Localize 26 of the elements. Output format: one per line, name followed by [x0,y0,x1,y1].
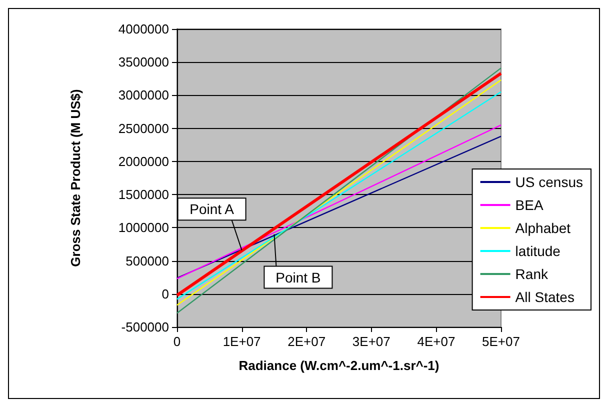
x-tick-label: 5E+07 [482,334,520,349]
x-tick-label: 2E+07 [288,334,326,349]
x-tick-label: 4E+07 [417,334,456,349]
y-tick-label: 500000 [126,253,169,268]
y-tick-label: 3000000 [118,88,169,103]
y-tick-label: 2500000 [118,120,169,136]
legend-label: Rank [515,266,549,282]
legend-label: US census [515,174,584,190]
legend-label: Alphabet [515,220,571,236]
y-axis-title: Gross State Product (M US$) [68,89,83,267]
y-tick-label: 3500000 [118,54,169,70]
legend-label: All States [515,289,574,305]
legend-label: latitude [515,243,561,259]
y-tick-label: 1000000 [118,220,169,236]
y-tick-label: 2000000 [118,154,169,169]
x-axis-title: Radiance (W.cm^-2.um^-1.sr^-1) [238,358,440,373]
y-tick-label: 0 [162,286,169,302]
x-tick-label: 0 [173,334,181,349]
annotation: Point A [190,201,235,218]
y-tick-label: -500000 [121,320,169,334]
annotation: Point B [276,269,321,286]
y-tick-label: 4000000 [118,22,169,36]
legend-label: BEA [515,197,544,213]
x-tick-label: 1E+07 [222,334,261,349]
y-tick-label: 1500000 [118,187,169,202]
x-tick-label: 3E+07 [352,334,390,349]
